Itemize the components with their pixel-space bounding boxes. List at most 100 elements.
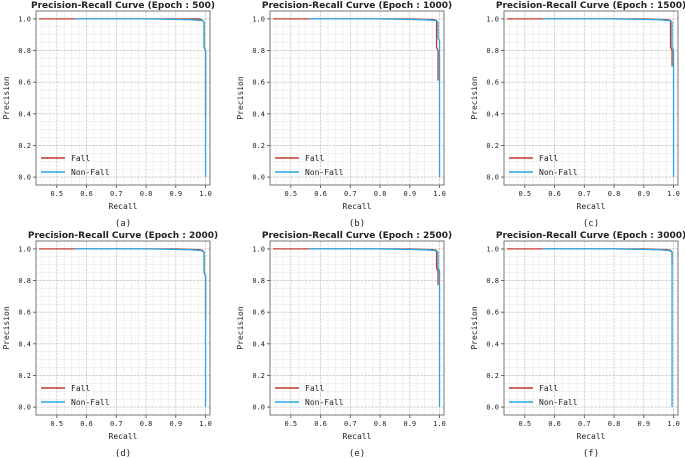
plot-frame: [503, 10, 679, 186]
y-tick-label: 0.0: [18, 174, 31, 182]
x-tick-label: 0.5: [50, 190, 63, 198]
y-tick-label: 0.8: [18, 277, 31, 285]
y-tick-label: 1.0: [18, 15, 31, 23]
x-tick-label: 0.8: [374, 190, 387, 198]
y-tick-label: 0.2: [18, 142, 31, 150]
chart-title: Precision-Recall Curve (Epoch : 2000): [28, 231, 218, 241]
y-tick-label: 0.4: [252, 340, 265, 348]
x-tick-label: 0.6: [80, 420, 93, 428]
y-tick-label: 0.4: [486, 340, 499, 348]
x-tick-label: 0.5: [518, 420, 531, 428]
y-tick-label: 0.8: [486, 47, 499, 55]
legend-label: Non-Fall: [71, 168, 110, 177]
x-tick-label: 0.9: [403, 420, 416, 428]
chart-title: Precision-Recall Curve (Epoch : 500): [31, 1, 215, 11]
x-tick-label: 0.5: [284, 420, 297, 428]
panel-caption: (d): [115, 449, 131, 458]
legend-label: Fall: [71, 154, 90, 163]
y-tick-label: 0.6: [252, 79, 265, 87]
x-tick-label: 0.6: [314, 190, 327, 198]
y-tick-label: 0.4: [18, 340, 31, 348]
x-tick-label: 0.7: [110, 190, 123, 198]
x-tick-label: 0.9: [403, 190, 416, 198]
legend-label: Fall: [71, 384, 90, 393]
x-tick-label: 0.8: [608, 190, 621, 198]
y-tick-label: 0.2: [486, 142, 499, 150]
y-tick-label: 0.0: [252, 174, 265, 182]
x-axis-label: Recall: [109, 202, 138, 211]
y-tick-label: 0.6: [486, 309, 499, 317]
series-line-non-fall: [542, 18, 675, 178]
panel-caption: (e): [349, 449, 365, 458]
x-tick-label: 1.0: [433, 190, 446, 198]
x-tick-label: 1.0: [433, 420, 446, 428]
plot-frame: [503, 240, 679, 416]
x-tick-label: 0.6: [548, 190, 561, 198]
plot-frame: [269, 10, 445, 186]
x-tick-label: 0.7: [110, 420, 123, 428]
panel-caption: (a): [115, 219, 131, 229]
y-tick-label: 0.2: [252, 372, 265, 380]
series-line-non-fall: [308, 248, 441, 408]
x-axis-label: Recall: [343, 202, 372, 211]
chart-title: Precision-Recall Curve (Epoch : 2500): [262, 231, 452, 241]
y-tick-label: 1.0: [252, 15, 265, 23]
y-tick-label: 0.4: [252, 110, 265, 118]
y-tick-label: 1.0: [486, 245, 499, 253]
x-tick-label: 1.0: [667, 190, 680, 198]
chart-panel-1: 0.5 0.6 0.7 0.8 0.9 1.0 0.0 0.2 0.4 0.6 0.8 1.0 Fall…: [2, 1, 215, 229]
y-axis-label: Precision: [2, 76, 11, 120]
series-line-non-fall: [74, 18, 207, 178]
y-tick-label: 0.2: [18, 372, 31, 380]
legend-label: Fall: [539, 384, 558, 393]
x-axis-label: Recall: [343, 432, 372, 441]
plot-frame: [269, 240, 445, 416]
x-tick-label: 0.8: [608, 420, 621, 428]
x-tick-label: 1.0: [199, 190, 212, 198]
chart-panel-4: 0.5 0.6 0.7 0.8 0.9 1.0 0.0 0.2 0.4 0.6 0.8 1.0 Fall…: [2, 231, 218, 458]
series-line-non-fall: [74, 248, 207, 408]
x-tick-label: 0.7: [344, 420, 357, 428]
x-tick-label: 0.9: [169, 420, 182, 428]
y-tick-label: 0.8: [252, 47, 265, 55]
panel-caption: (f): [583, 449, 599, 458]
x-tick-label: 0.7: [344, 190, 357, 198]
legend-label: Fall: [539, 154, 558, 163]
x-tick-label: 0.9: [169, 190, 182, 198]
y-tick-label: 0.6: [252, 309, 265, 317]
legend-label: Non-Fall: [71, 398, 110, 407]
chart-panel-3: 0.5 0.6 0.7 0.8 0.9 1.0 0.0 0.2 0.4 0.6 0.8 1.0 Fall…: [470, 1, 685, 229]
legend-label: Fall: [305, 154, 324, 163]
x-tick-label: 0.8: [140, 420, 153, 428]
x-tick-label: 0.5: [518, 190, 531, 198]
x-tick-label: 0.7: [578, 420, 591, 428]
y-tick-label: 0.6: [18, 309, 31, 317]
y-tick-label: 0.0: [252, 404, 265, 412]
x-tick-label: 0.8: [140, 190, 153, 198]
chart-panel-6: 0.5 0.6 0.7 0.8 0.9 1.0 0.0 0.2 0.4 0.6 0.8 1.0 Fall…: [470, 231, 685, 458]
panel-caption: (b): [349, 219, 365, 229]
y-tick-label: 0.6: [18, 79, 31, 87]
y-tick-label: 0.4: [486, 110, 499, 118]
series-line-non-fall: [308, 18, 441, 178]
y-tick-label: 1.0: [18, 245, 31, 253]
x-tick-label: 0.5: [284, 190, 297, 198]
y-tick-label: 0.0: [18, 404, 31, 412]
x-tick-label: 0.9: [637, 420, 650, 428]
y-tick-label: 0.6: [486, 79, 499, 87]
y-tick-label: 1.0: [252, 245, 265, 253]
x-tick-label: 0.8: [374, 420, 387, 428]
legend-label: Fall: [305, 384, 324, 393]
y-tick-label: 0.0: [486, 174, 499, 182]
plot-frame: [35, 10, 211, 186]
legend-label: Non-Fall: [305, 168, 344, 177]
y-tick-label: 0.8: [18, 47, 31, 55]
y-tick-label: 0.8: [486, 277, 499, 285]
x-axis-label: Recall: [577, 202, 606, 211]
x-tick-label: 0.7: [578, 190, 591, 198]
y-tick-label: 0.4: [18, 110, 31, 118]
legend-label: Non-Fall: [539, 168, 578, 177]
x-tick-label: 0.6: [80, 190, 93, 198]
y-tick-label: 0.2: [486, 372, 499, 380]
